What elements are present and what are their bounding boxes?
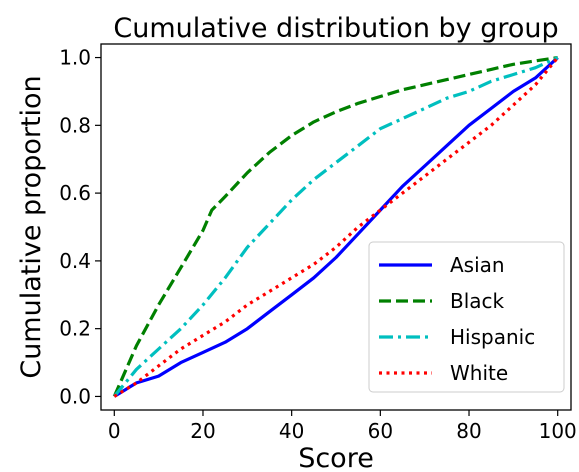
- legend-box: [368, 241, 565, 393]
- y-tick-label: 0.8: [59, 113, 91, 137]
- series-line-hispanic: [113, 56, 559, 398]
- x-tick-label: 100: [539, 419, 577, 443]
- x-axis: 0 20 40 60 80 100: [108, 410, 577, 443]
- legend-label-white: White: [450, 361, 508, 385]
- y-axis-label: Cumulative proportion: [16, 75, 47, 378]
- legend-label-asian: Asian: [450, 253, 505, 277]
- x-tick-label: 20: [190, 419, 215, 443]
- y-tick-label: 1.0: [59, 46, 91, 70]
- y-tick-label: 0.4: [59, 249, 91, 273]
- y-axis: 0.0 0.2 0.4 0.6 0.8 1.0: [59, 46, 101, 408]
- series-line-black: [112, 56, 558, 398]
- plot-lines: [112, 56, 559, 398]
- y-tick-label: 0.6: [59, 181, 91, 205]
- legend-label-black: Black: [450, 289, 505, 313]
- legend-label-hispanic: Hispanic: [450, 325, 535, 349]
- legend: Asian Black Hispanic White: [368, 241, 565, 393]
- x-tick-label: 40: [279, 419, 304, 443]
- x-tick-label: 80: [456, 419, 481, 443]
- x-tick-label: 60: [368, 419, 393, 443]
- chart-title: Cumulative distribution by group: [113, 13, 558, 44]
- x-tick-label: 0: [108, 419, 121, 443]
- x-axis-label: Score: [298, 443, 374, 472]
- y-tick-label: 0.2: [59, 317, 91, 341]
- series-line-white: [113, 56, 559, 398]
- plot-frame: [100, 43, 572, 411]
- series-line-asian: [113, 56, 559, 398]
- y-tick-label: 0.0: [59, 384, 91, 408]
